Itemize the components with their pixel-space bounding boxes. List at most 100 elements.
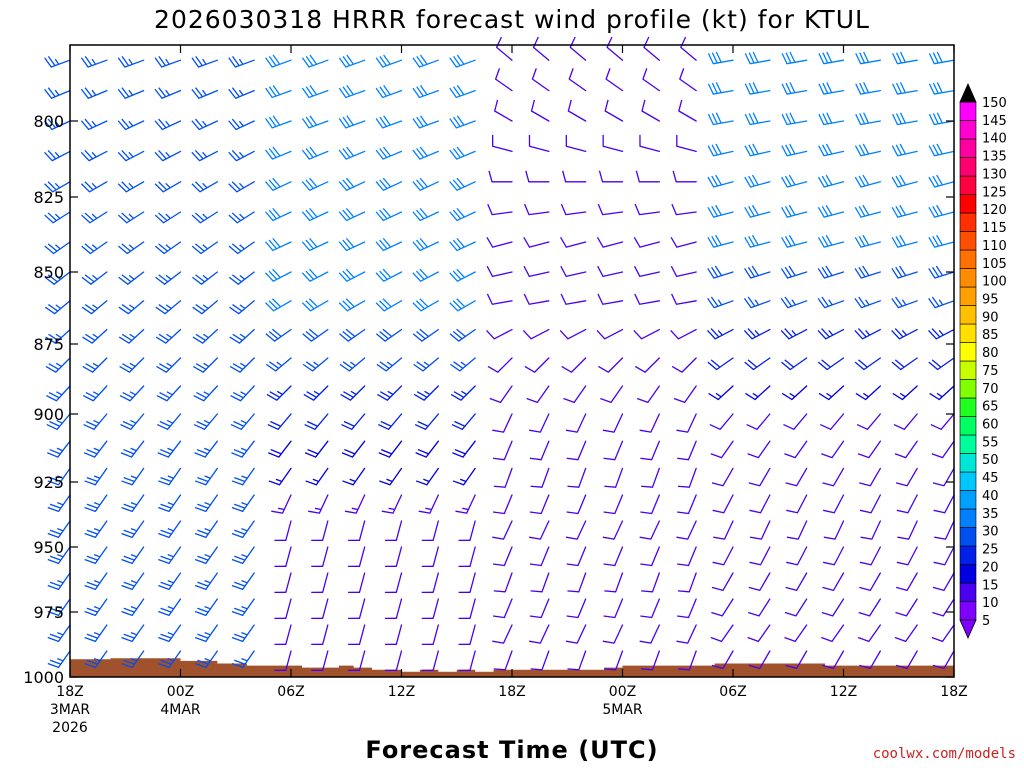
wind-barb bbox=[602, 134, 624, 153]
barb-half-feather bbox=[901, 299, 907, 306]
wind-barb bbox=[412, 298, 439, 312]
barb-staff bbox=[831, 624, 845, 643]
barb-full-feather bbox=[379, 239, 388, 250]
wind-barb bbox=[707, 234, 734, 248]
wind-barb bbox=[121, 624, 145, 643]
wind-barb bbox=[891, 357, 918, 371]
barb-half-feather bbox=[55, 333, 62, 339]
barb-full-feather bbox=[711, 664, 724, 669]
barb-staff bbox=[469, 598, 476, 619]
colorbar-swatch bbox=[959, 545, 977, 565]
barb-full-feather bbox=[265, 302, 275, 312]
barb-full-feather bbox=[452, 330, 463, 340]
barb-full-feather bbox=[419, 115, 428, 126]
barb-full-feather bbox=[818, 392, 830, 401]
wind-barb bbox=[822, 572, 845, 591]
wind-barb bbox=[47, 467, 71, 486]
wind-barb bbox=[670, 328, 697, 340]
barb-full-feather bbox=[118, 276, 129, 285]
wind-barb bbox=[784, 440, 808, 459]
barb-full-feather bbox=[899, 174, 907, 186]
wind-barb bbox=[679, 68, 697, 92]
barb-full-feather bbox=[932, 664, 945, 669]
wind-barb bbox=[859, 546, 881, 566]
colorbar-swatch bbox=[959, 249, 977, 269]
barb-full-feather bbox=[708, 392, 719, 401]
barb-full-feather bbox=[895, 52, 902, 64]
wind-barb bbox=[375, 328, 403, 342]
barb-full-feather bbox=[788, 234, 796, 246]
barb-full-feather bbox=[785, 664, 797, 669]
barb-full-feather bbox=[857, 453, 870, 459]
wind-barb bbox=[338, 146, 366, 160]
wind-barb bbox=[192, 300, 218, 315]
colorbar-swatch bbox=[959, 508, 977, 528]
wind-barb bbox=[854, 174, 881, 188]
barb-staff bbox=[432, 650, 439, 671]
wind-barb bbox=[154, 55, 182, 68]
barb-staff bbox=[944, 546, 955, 566]
barb-full-feather bbox=[895, 175, 903, 187]
y-tick-label: 950 bbox=[33, 538, 64, 557]
barb-half-feather bbox=[165, 244, 172, 250]
barb-full-feather bbox=[855, 53, 862, 64]
wind-barb bbox=[80, 181, 108, 193]
wind-barb bbox=[641, 467, 660, 488]
barb-full-feather bbox=[822, 482, 834, 487]
barb-full-feather bbox=[375, 87, 384, 98]
barb-full-feather bbox=[744, 361, 754, 370]
barb-full-feather bbox=[455, 510, 467, 514]
colorbar-swatch bbox=[959, 212, 977, 232]
barb-staff bbox=[796, 650, 808, 669]
wind-barb bbox=[415, 467, 439, 486]
barb-full-feather bbox=[121, 274, 132, 283]
barb-full-feather bbox=[341, 423, 353, 430]
barb-full-feather bbox=[382, 268, 392, 278]
barb-full-feather bbox=[339, 333, 349, 342]
wind-barb bbox=[818, 143, 845, 157]
wind-barb bbox=[265, 115, 292, 129]
barb-half-feather bbox=[241, 553, 248, 558]
barb-full-feather bbox=[818, 53, 825, 64]
wind-barb bbox=[265, 85, 292, 99]
barb-staff bbox=[794, 440, 808, 459]
wind-barb bbox=[45, 328, 71, 344]
barb-half-feather bbox=[93, 553, 101, 558]
barb-half-feather bbox=[93, 475, 101, 479]
wind-barb bbox=[158, 624, 182, 643]
barb-full-feather bbox=[84, 304, 95, 312]
barb-staff bbox=[459, 357, 476, 372]
barb-full-feather bbox=[195, 304, 206, 312]
barb-full-feather bbox=[379, 391, 391, 398]
barb-half-feather bbox=[54, 58, 60, 65]
barb-full-feather bbox=[680, 36, 687, 48]
barb-full-feather bbox=[751, 265, 759, 276]
barb-full-feather bbox=[744, 207, 752, 218]
barb-staff bbox=[387, 413, 403, 430]
barb-staff bbox=[528, 300, 550, 305]
barb-full-feather bbox=[47, 212, 57, 222]
wind-barb bbox=[562, 170, 587, 183]
barb-full-feather bbox=[158, 584, 170, 590]
wind-barb bbox=[304, 440, 329, 458]
barb-full-feather bbox=[154, 151, 164, 162]
barb-full-feather bbox=[47, 243, 58, 252]
barb-full-feather bbox=[488, 170, 493, 182]
barb-full-feather bbox=[453, 391, 465, 398]
barb-full-feather bbox=[305, 148, 314, 158]
barb-staff bbox=[833, 546, 845, 566]
wind-barb bbox=[781, 143, 808, 157]
barb-half-feather bbox=[459, 478, 467, 483]
barb-staff bbox=[392, 494, 403, 514]
barb-staff bbox=[419, 181, 439, 191]
barb-full-feather bbox=[47, 480, 59, 486]
barb-full-feather bbox=[748, 113, 755, 125]
barb-full-feather bbox=[899, 234, 907, 246]
colorbar-swatch bbox=[959, 434, 977, 454]
barb-full-feather bbox=[269, 361, 280, 369]
barb-full-feather bbox=[158, 363, 170, 370]
wind-barb bbox=[228, 149, 255, 162]
barb-full-feather bbox=[160, 659, 172, 665]
barb-full-feather bbox=[80, 88, 89, 99]
barb-full-feather bbox=[194, 558, 207, 564]
